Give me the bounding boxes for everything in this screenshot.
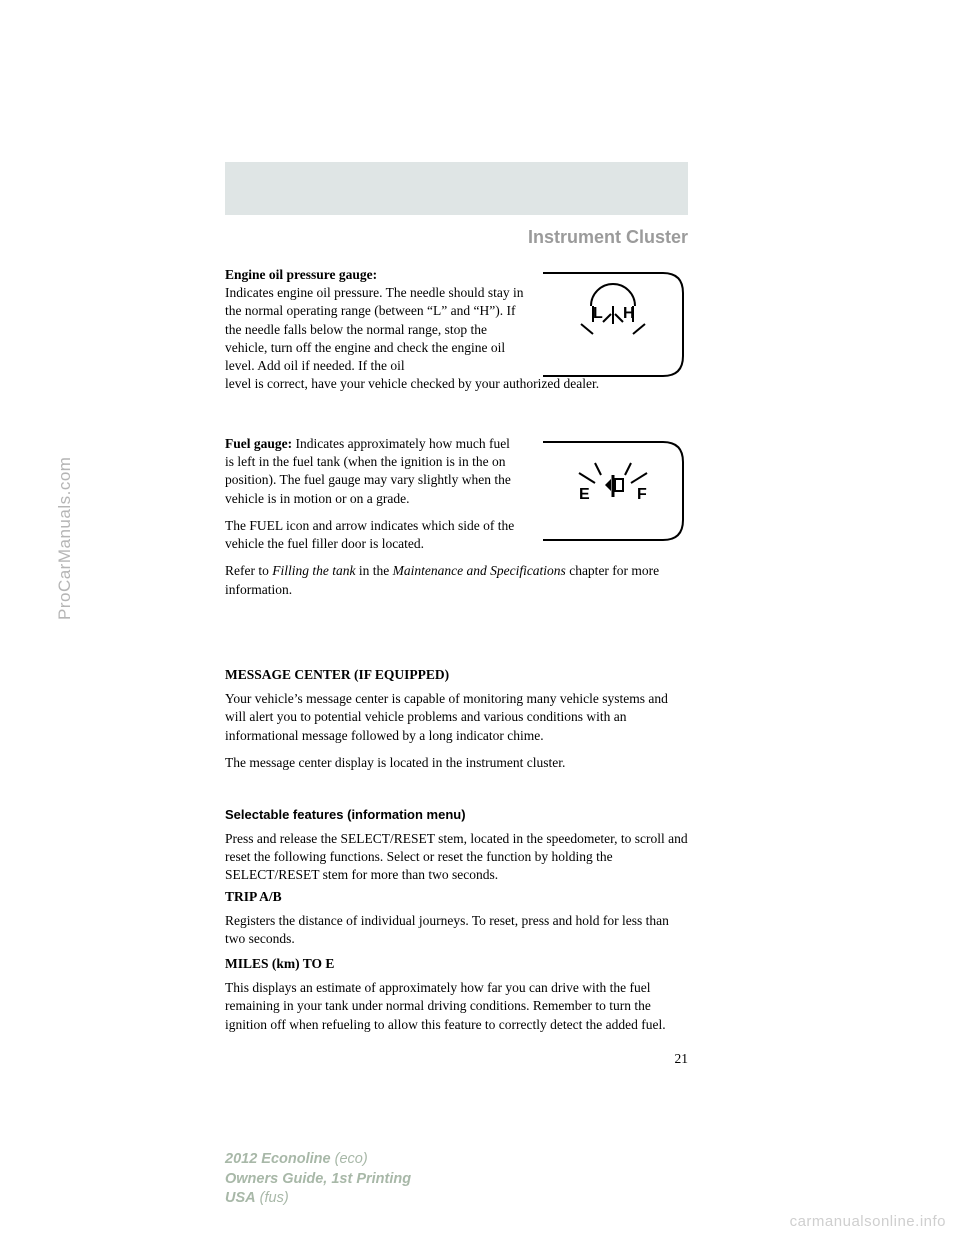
oil-pressure-label: Engine oil pressure gauge:	[225, 267, 377, 282]
trip-head: TRIP A/B	[225, 888, 688, 906]
fuel-gauge-icon: E F	[533, 435, 688, 545]
footer-model-paren: (eco)	[335, 1151, 368, 1167]
footer: 2012 Econoline (eco) Owners Guide, 1st P…	[225, 1150, 411, 1209]
selectable-features-section: Selectable features (information menu) P…	[225, 800, 688, 893]
trip-text: Registers the distance of individual jou…	[225, 912, 688, 948]
oil-pressure-gauge-icon: L H	[533, 266, 688, 381]
message-center-text: Your vehicle’s message center is capable…	[225, 690, 688, 745]
gauge-L-label: L	[593, 305, 603, 322]
gauge-F-label: F	[637, 486, 647, 503]
miles-head: MILES (km) TO E	[225, 955, 688, 973]
page-title: Instrument Cluster	[225, 227, 688, 248]
footer-model: 2012 Econoline	[225, 1151, 331, 1167]
bottom-watermark: carmanualsonline.info	[790, 1213, 946, 1230]
message-center-head: MESSAGE CENTER (IF EQUIPPED)	[225, 666, 688, 684]
gauge-E-label: E	[579, 486, 590, 503]
fuel-icon-text: The FUEL icon and arrow indicates which …	[225, 517, 515, 553]
top-banner	[225, 162, 688, 215]
refer-pre: Refer to	[225, 563, 272, 578]
footer-line2: Owners Guide, 1st Printing	[225, 1170, 411, 1190]
page-number: 21	[675, 1051, 689, 1067]
refer-em1: Filling the tank	[272, 563, 355, 578]
refer-mid: in the	[355, 563, 392, 578]
footer-usa: USA	[225, 1190, 256, 1206]
message-center-section: MESSAGE CENTER (IF EQUIPPED) Your vehicl…	[225, 660, 688, 781]
miles-section: MILES (km) TO E This displays an estimat…	[225, 955, 688, 1043]
selectable-features-head: Selectable features (information menu)	[225, 806, 688, 824]
sidebar-watermark: ProCarManuals.com	[55, 457, 75, 620]
message-center-text-2: The message center display is located in…	[225, 754, 688, 772]
gauge-H-label: H	[623, 305, 635, 322]
oil-pressure-text: Indicates engine oil pressure. The needl…	[225, 285, 524, 373]
selectable-features-text: Press and release the SELECT/RESET stem,…	[225, 830, 688, 885]
refer-em2: Maintenance and Specifications	[393, 563, 566, 578]
trip-section: TRIP A/B Registers the distance of indiv…	[225, 888, 688, 958]
footer-usa-paren: (fus)	[260, 1190, 289, 1206]
miles-text: This displays an estimate of approximate…	[225, 979, 688, 1034]
fuel-gauge-label: Fuel gauge:	[225, 436, 292, 451]
refer-text: Refer to Filling the tank in the Mainten…	[225, 562, 688, 598]
